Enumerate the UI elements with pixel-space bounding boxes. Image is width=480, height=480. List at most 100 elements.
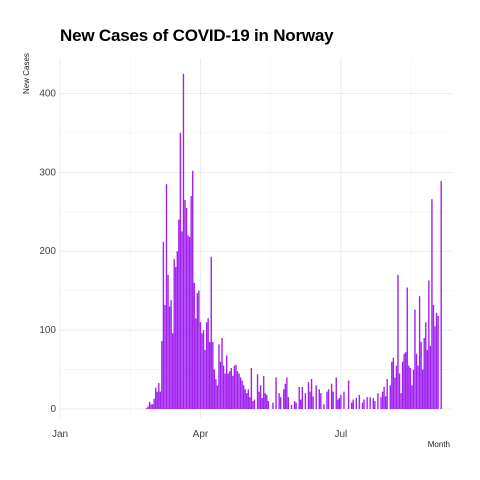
bar xyxy=(369,397,371,409)
x-tick-label: Jul xyxy=(334,429,347,440)
bar xyxy=(204,349,206,409)
bar xyxy=(179,132,182,409)
bar xyxy=(310,379,313,409)
tick-labels: 0 100 200 300 400 Jan Apr Jul xyxy=(39,88,347,440)
bar xyxy=(384,396,387,409)
bar xyxy=(272,402,274,409)
bar xyxy=(392,357,395,409)
bar xyxy=(267,401,270,409)
bar xyxy=(426,349,429,409)
bar xyxy=(412,369,415,409)
bar xyxy=(320,393,322,409)
bar xyxy=(225,355,228,409)
bar xyxy=(381,391,384,409)
bar xyxy=(246,393,248,409)
bar xyxy=(315,385,317,409)
bar xyxy=(425,322,427,409)
bar xyxy=(229,371,231,409)
bar xyxy=(167,274,169,409)
bar xyxy=(215,379,217,409)
bar xyxy=(213,369,216,409)
bar xyxy=(358,394,361,409)
bar xyxy=(411,385,413,409)
bar xyxy=(182,73,185,410)
bar xyxy=(298,386,300,409)
bar xyxy=(239,377,242,409)
x-tick-label: Jan xyxy=(52,429,68,440)
bar xyxy=(279,397,282,409)
bar xyxy=(401,361,404,409)
bar xyxy=(236,371,239,409)
bar xyxy=(395,365,398,409)
bar xyxy=(184,199,186,409)
bar xyxy=(192,170,194,409)
bar xyxy=(247,389,249,409)
bar xyxy=(219,361,222,409)
bar xyxy=(338,397,341,409)
bar xyxy=(249,397,251,409)
bar xyxy=(428,280,430,409)
bar xyxy=(383,386,385,409)
bar xyxy=(241,380,243,409)
bar xyxy=(153,398,155,409)
y-tick-label: 100 xyxy=(39,325,56,336)
bar xyxy=(235,364,237,409)
bar xyxy=(332,391,334,409)
bar xyxy=(164,304,166,409)
bar xyxy=(318,389,320,409)
bar xyxy=(409,367,412,409)
bar xyxy=(256,374,259,409)
x-tick-label: Apr xyxy=(193,429,209,440)
bar xyxy=(398,373,401,409)
bar xyxy=(221,338,223,409)
x-axis-label: Month xyxy=(427,440,450,449)
bar xyxy=(161,341,163,409)
bar xyxy=(343,391,345,409)
bar xyxy=(283,389,285,409)
bar xyxy=(259,385,262,409)
bar xyxy=(244,389,246,409)
bar xyxy=(431,199,433,409)
bar xyxy=(434,326,436,409)
bar xyxy=(224,373,226,409)
bar xyxy=(337,399,339,409)
bar xyxy=(201,333,203,409)
bar xyxy=(263,375,265,409)
bar xyxy=(258,391,260,409)
bar xyxy=(432,304,435,409)
bar xyxy=(145,408,148,409)
bar xyxy=(417,365,419,409)
chart-title: New Cases of COVID-19 in Norway xyxy=(60,26,334,45)
bar xyxy=(301,386,303,409)
bar xyxy=(418,296,421,409)
bar xyxy=(406,287,408,409)
bar xyxy=(347,380,350,409)
bar xyxy=(307,382,310,409)
bar xyxy=(150,404,152,409)
bar xyxy=(420,341,422,409)
bar xyxy=(252,401,254,409)
bar xyxy=(266,394,268,409)
bar xyxy=(148,401,151,409)
bar xyxy=(389,385,391,409)
bar xyxy=(185,207,188,409)
bar xyxy=(380,397,382,409)
bar xyxy=(162,241,165,409)
bar xyxy=(156,391,158,409)
bar xyxy=(261,397,263,409)
bar xyxy=(230,367,233,409)
bar xyxy=(181,231,183,409)
bar xyxy=(168,306,171,409)
bar xyxy=(421,369,424,409)
bar xyxy=(284,383,287,409)
bar xyxy=(190,196,192,409)
bar xyxy=(415,353,418,409)
bar xyxy=(435,312,438,409)
bar xyxy=(242,385,245,409)
y-tick-label: 200 xyxy=(39,246,56,257)
bar xyxy=(414,309,416,409)
bar xyxy=(176,251,178,409)
bar xyxy=(355,397,358,409)
bar xyxy=(238,373,240,409)
